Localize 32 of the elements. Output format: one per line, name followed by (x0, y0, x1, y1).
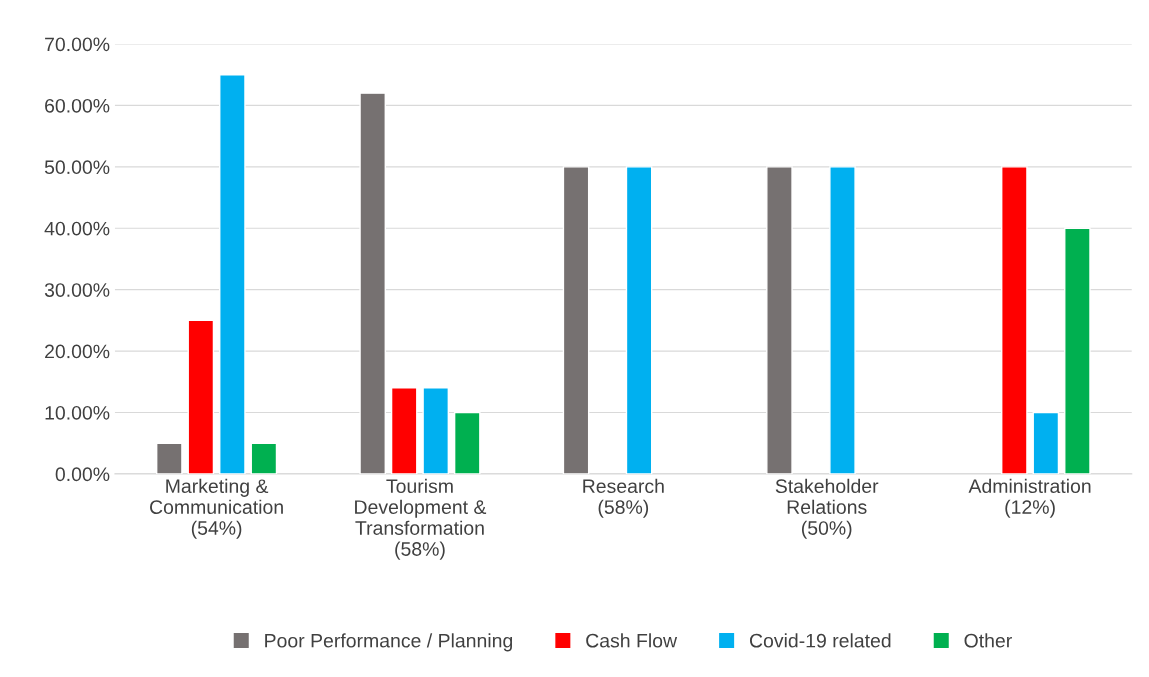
bar (390, 387, 418, 474)
legend-label: Covid-19 related (749, 633, 891, 648)
y-tick-label: 30.00% (44, 283, 110, 297)
legend-label: Cash Flow (586, 633, 678, 648)
y-tick-label: 0.00% (55, 467, 110, 482)
legend-label: Other (964, 633, 1012, 648)
y-tick-label: 50.00% (44, 160, 110, 175)
x-tick-label: Tourism Development & Transformation (58%) (355, 478, 487, 560)
x-tick-label: Research (58%) (583, 478, 664, 518)
bar (1064, 227, 1091, 474)
y-tick-label: 40.00% (44, 221, 110, 236)
bar (187, 319, 215, 474)
bar (562, 166, 590, 474)
x-tick-label: Marketing & Communication (54%) (150, 478, 283, 539)
bar (625, 166, 653, 474)
bar (1001, 166, 1028, 474)
x-tick-label: Administration (12%) (968, 478, 1091, 518)
bar (250, 442, 278, 474)
bar (219, 74, 246, 474)
x-tick-label: Stakeholder Relations (50%) (775, 478, 879, 539)
y-tick-label: 70.00% (45, 37, 110, 52)
bar (829, 166, 856, 474)
bar (453, 411, 481, 474)
bar (1032, 411, 1060, 474)
y-tick-label: 20.00% (45, 344, 110, 359)
bar (422, 387, 450, 474)
legend-label: Poor Performance / Planning (265, 633, 513, 652)
bar (766, 166, 793, 474)
bar (155, 442, 183, 474)
bar (359, 92, 386, 474)
y-tick-label: 10.00% (45, 405, 110, 420)
y-tick-label: 60.00% (45, 98, 110, 113)
